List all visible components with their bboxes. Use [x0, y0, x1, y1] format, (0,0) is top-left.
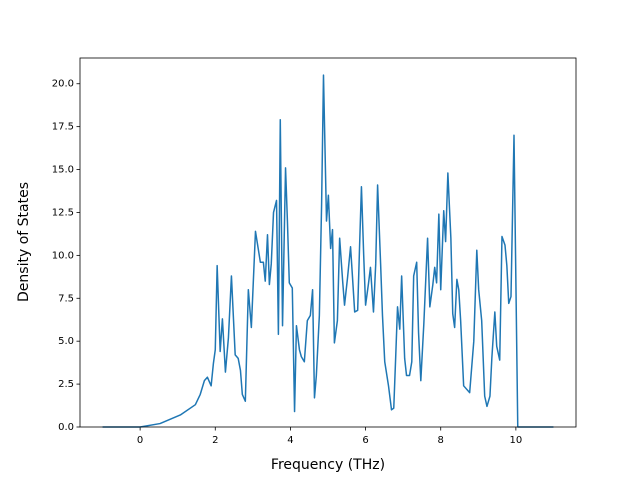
line	[102, 74, 554, 428]
x-tick-label: 2	[212, 435, 218, 446]
x-tick-label: 6	[362, 435, 368, 446]
x-tick-label: 0	[137, 435, 143, 446]
x-tick-label: 8	[438, 435, 444, 446]
plot-frame	[79, 57, 577, 428]
x-axis-label: Frequency (THz)	[271, 457, 385, 473]
y-tick-label: 17.5	[52, 122, 74, 133]
y-tick-label: 12.5	[52, 207, 74, 218]
y-tick-label: 2.5	[58, 379, 74, 390]
y-tick-label: 15.0	[52, 165, 74, 176]
y-tick-label: 5.0	[58, 336, 74, 347]
y-tick-label: 10.0	[52, 250, 74, 261]
x-tick-label: 10	[510, 435, 523, 446]
y-tick-label: 0.0	[58, 422, 74, 433]
x-tick-label: 4	[287, 435, 293, 446]
y-axis-label: Density of States	[16, 182, 32, 302]
y-tick-label: 7.5	[58, 293, 74, 304]
y-tick-label: 20.0	[52, 79, 74, 90]
